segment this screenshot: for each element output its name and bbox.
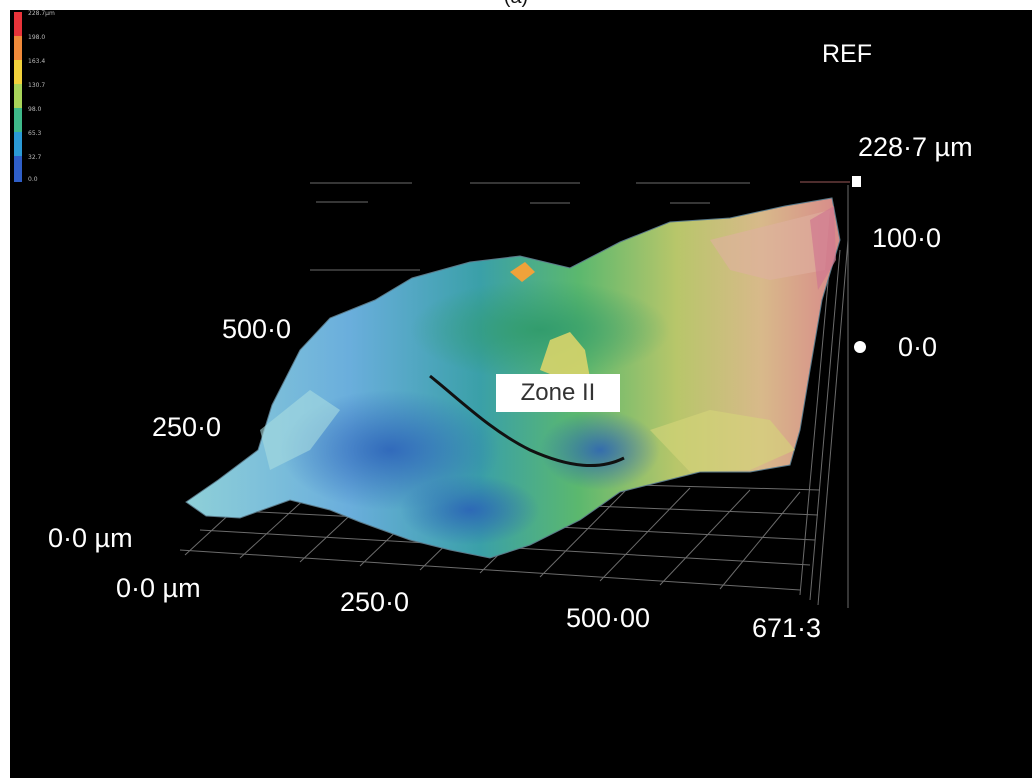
x-axis-tick-0: 0·0 µm <box>116 573 201 603</box>
scale-swatch <box>14 84 22 108</box>
scale-label: 65.3 <box>28 130 42 137</box>
z-max-marker <box>852 176 861 187</box>
z-axis-tick-0: 0·0 <box>898 332 938 362</box>
scale-label: 163.4 <box>28 58 46 65</box>
scale-label: 98.0 <box>28 106 42 113</box>
scale-swatch <box>14 156 22 182</box>
y-axis-tick-250: 250·0 <box>152 412 222 442</box>
y-axis-tick-500: 500·0 <box>222 314 292 344</box>
x-axis-tick-500: 500·00 <box>566 603 651 633</box>
zone-label: Zone II <box>496 374 620 412</box>
z-axis-max-label: 228·7 µm <box>858 132 973 162</box>
scale-label: 198.0 <box>28 34 46 41</box>
scale-swatch <box>14 60 22 84</box>
z-axis-tick-100: 100·0 <box>872 223 942 253</box>
sample-label: REF <box>822 40 872 68</box>
y-axis-tick-0: 0·0 µm <box>48 523 133 553</box>
figure-caption: (a) <box>0 0 1032 10</box>
scale-swatch <box>14 132 22 156</box>
color-scale-legend: 228.7µm 198.0 163.4 130.7 98.0 65.3 32.7… <box>12 10 72 184</box>
x-axis-tick-max: 671·3 <box>752 613 822 643</box>
scale-label: 0.0 <box>28 176 38 183</box>
scale-label: 130.7 <box>28 82 46 89</box>
scale-label: 32.7 <box>28 154 42 161</box>
origin-marker <box>854 341 866 353</box>
scale-swatch <box>14 12 22 36</box>
color-scale-bar <box>14 12 22 182</box>
surface-plot-panel: 228.7µm 198.0 163.4 130.7 98.0 65.3 32.7… <box>10 10 1032 778</box>
scale-label: 228.7µm <box>28 10 55 17</box>
scale-swatch <box>14 108 22 132</box>
scale-swatch <box>14 36 22 60</box>
x-axis-tick-250: 250·0 <box>340 587 410 617</box>
